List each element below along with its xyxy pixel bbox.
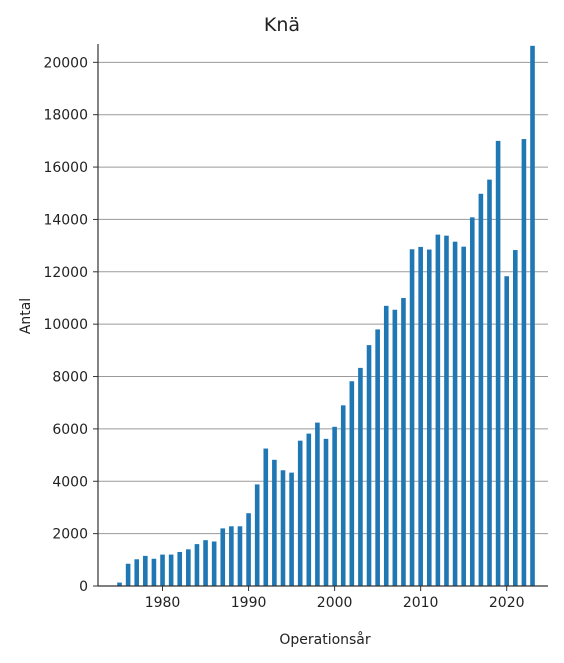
chart-title: Knä bbox=[263, 14, 301, 36]
bar bbox=[332, 426, 337, 586]
bar bbox=[186, 549, 191, 586]
bar bbox=[229, 526, 234, 586]
x-tick-label: 2010 bbox=[403, 595, 439, 611]
bar bbox=[409, 249, 415, 586]
bar bbox=[160, 554, 165, 586]
bar bbox=[358, 367, 363, 586]
bar bbox=[426, 249, 432, 586]
bar bbox=[203, 540, 208, 586]
y-tick-label: 2000 bbox=[52, 527, 88, 543]
bar bbox=[495, 140, 501, 587]
x-tick-label: 1980 bbox=[145, 595, 181, 611]
bar bbox=[461, 246, 466, 586]
bar bbox=[530, 45, 535, 587]
bar bbox=[194, 544, 200, 586]
bar bbox=[237, 526, 243, 586]
bar bbox=[478, 193, 484, 586]
bar bbox=[401, 297, 406, 586]
bar bbox=[263, 448, 269, 586]
y-tick-label: 18000 bbox=[43, 108, 88, 124]
bar bbox=[151, 558, 157, 586]
bar bbox=[211, 541, 217, 586]
bar bbox=[254, 484, 260, 586]
bar bbox=[452, 241, 458, 587]
bar bbox=[366, 345, 372, 586]
y-tick-label: 4000 bbox=[52, 474, 88, 490]
bar bbox=[134, 559, 140, 586]
y-tick-label: 0 bbox=[79, 579, 88, 595]
y-tick-label: 14000 bbox=[43, 212, 88, 228]
x-tick-label: 2000 bbox=[317, 595, 353, 611]
bar bbox=[289, 472, 294, 586]
x-tick-label: 1990 bbox=[231, 595, 267, 611]
bar bbox=[435, 234, 441, 586]
bar bbox=[220, 528, 226, 586]
bar bbox=[306, 433, 312, 586]
bar bbox=[177, 551, 183, 586]
bar bbox=[117, 582, 122, 586]
bar bbox=[315, 422, 320, 586]
bar bbox=[323, 438, 329, 586]
y-tick-label: 10000 bbox=[43, 317, 88, 333]
bar bbox=[504, 276, 509, 586]
bar bbox=[375, 329, 380, 586]
bar bbox=[392, 309, 398, 586]
y-tick-label: 6000 bbox=[52, 422, 88, 438]
bar bbox=[349, 381, 355, 586]
bar bbox=[340, 405, 346, 586]
bar bbox=[444, 235, 449, 587]
y-tick-label: 20000 bbox=[43, 55, 88, 71]
bar bbox=[246, 513, 251, 586]
bar bbox=[143, 555, 148, 586]
bar bbox=[487, 179, 492, 586]
bar bbox=[297, 440, 303, 586]
bar bbox=[418, 246, 423, 586]
y-tick-label: 16000 bbox=[43, 160, 88, 176]
bar bbox=[513, 250, 518, 586]
bar bbox=[469, 217, 475, 586]
y-tick-label: 12000 bbox=[43, 265, 88, 281]
bar bbox=[280, 470, 286, 586]
bar bbox=[521, 139, 527, 586]
bar bbox=[272, 459, 277, 586]
bar bbox=[383, 305, 389, 586]
x-axis-label: Operationsår bbox=[279, 632, 371, 648]
bar bbox=[125, 563, 131, 586]
bar bbox=[168, 554, 174, 586]
y-tick-label: 8000 bbox=[52, 370, 88, 386]
x-tick-label: 2020 bbox=[489, 595, 525, 611]
